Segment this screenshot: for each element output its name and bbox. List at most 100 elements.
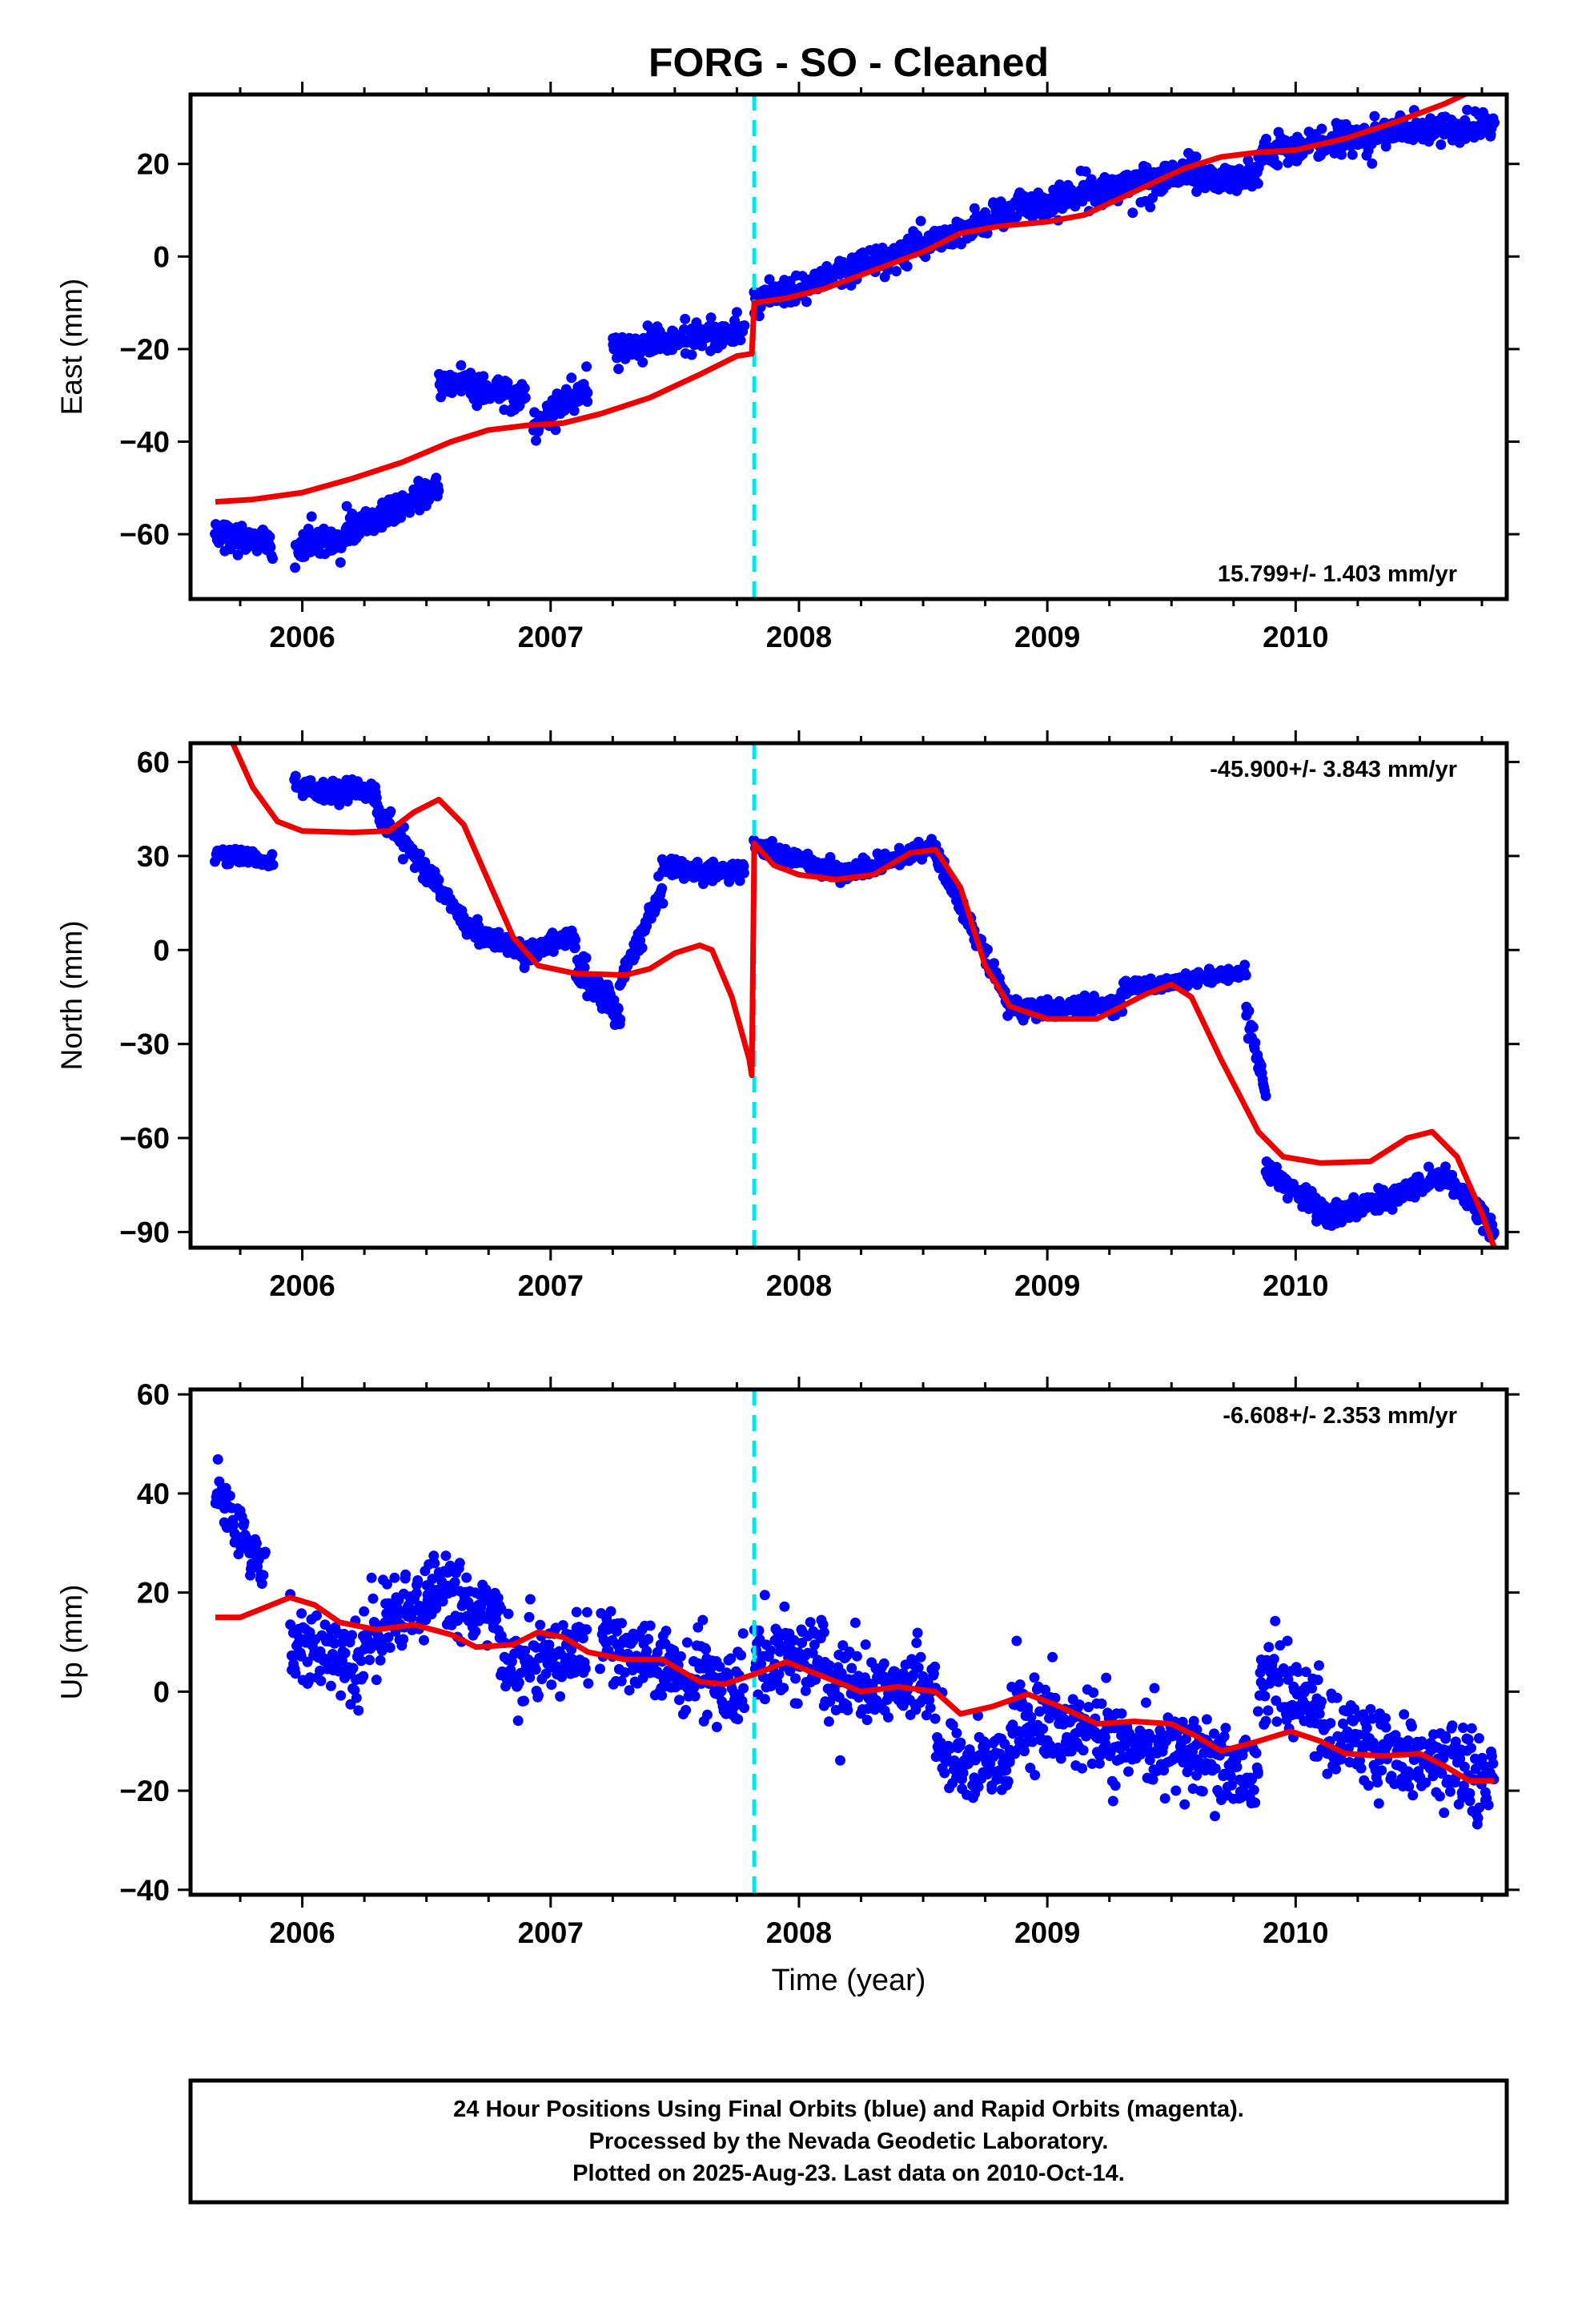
data-point <box>986 1783 998 1795</box>
east-data-layer <box>210 94 1500 599</box>
data-point <box>641 1646 652 1657</box>
data-point <box>1479 1760 1490 1771</box>
up-data-points <box>210 1454 1500 1830</box>
data-point <box>1038 1723 1049 1735</box>
data-point <box>735 335 746 346</box>
north-y-tick-label: −60 <box>119 1122 170 1155</box>
data-point <box>1406 1721 1417 1732</box>
data-point <box>212 1454 223 1465</box>
data-point <box>1001 1765 1012 1776</box>
data-point <box>427 1574 438 1585</box>
north-plot-frame <box>188 741 1509 1250</box>
up-x-tick-label: 2006 <box>269 1916 335 1949</box>
data-point <box>1447 1720 1458 1731</box>
data-point <box>1147 1774 1158 1785</box>
data-point <box>444 1560 456 1571</box>
data-point <box>797 1638 808 1648</box>
data-point <box>1158 1765 1170 1776</box>
data-point <box>790 1673 801 1684</box>
data-point <box>519 383 530 394</box>
data-point <box>258 1570 269 1581</box>
data-point <box>947 1719 958 1731</box>
east-y-tick-label: −20 <box>119 333 170 366</box>
up-y-axis-label: Up (mm) <box>55 1585 88 1700</box>
data-point <box>1100 1739 1111 1750</box>
data-point <box>530 1664 541 1675</box>
data-point <box>251 1538 262 1549</box>
data-point <box>860 1639 871 1651</box>
data-point <box>738 867 749 879</box>
data-point <box>1243 1005 1255 1016</box>
north-x-tick-label: 2008 <box>766 1269 832 1302</box>
up-plot-frame <box>188 1387 1509 1897</box>
data-point <box>1209 1728 1219 1739</box>
data-point <box>1444 1786 1456 1797</box>
data-point <box>915 215 926 227</box>
up-x-tick-label: 2010 <box>1263 1916 1328 1949</box>
data-point <box>433 875 444 886</box>
data-point <box>550 424 561 436</box>
data-point <box>1127 207 1138 219</box>
data-point <box>945 1743 956 1754</box>
data-point <box>738 1683 749 1694</box>
north-y-tick-label: −30 <box>119 1028 170 1061</box>
data-point <box>681 1705 692 1715</box>
data-point <box>837 1640 849 1651</box>
data-point <box>524 1594 536 1605</box>
data-point <box>824 1660 835 1671</box>
data-point <box>1272 159 1283 171</box>
data-point <box>1282 1635 1293 1647</box>
data-point <box>315 1675 327 1687</box>
data-point <box>1386 1771 1397 1782</box>
data-point <box>1170 1785 1182 1796</box>
east-y-tick-label: −60 <box>119 518 170 551</box>
data-point <box>731 307 742 318</box>
data-point <box>1263 1705 1274 1716</box>
data-point <box>1363 1780 1374 1791</box>
data-point <box>1420 1777 1431 1788</box>
data-point <box>1403 1781 1415 1792</box>
data-point <box>367 1593 379 1604</box>
data-point <box>661 1626 672 1636</box>
data-point <box>290 562 301 573</box>
north-x-tick-label: 2009 <box>1014 1269 1080 1302</box>
data-point <box>616 1618 627 1629</box>
data-point <box>1219 1731 1230 1742</box>
data-point <box>267 859 279 870</box>
data-point <box>753 311 765 322</box>
data-point <box>440 1550 452 1562</box>
data-point <box>1455 1753 1466 1764</box>
data-point <box>1462 104 1473 115</box>
data-point <box>1004 1756 1015 1767</box>
up-model-fit-line <box>215 1594 1495 1784</box>
data-point <box>1349 1703 1360 1715</box>
data-point <box>400 1569 412 1580</box>
data-point <box>1029 1672 1040 1683</box>
data-point <box>759 1590 770 1601</box>
data-point <box>1423 1161 1434 1172</box>
data-point <box>1367 158 1378 169</box>
data-point <box>1030 1770 1041 1781</box>
up-y-tick-label: 60 <box>137 1378 170 1411</box>
data-point <box>359 1606 370 1617</box>
data-point <box>1080 166 1091 177</box>
data-point <box>958 1767 969 1779</box>
data-point <box>656 883 668 894</box>
data-point <box>311 1610 322 1621</box>
data-point <box>1149 1683 1160 1694</box>
data-point <box>1144 1755 1155 1766</box>
data-point <box>702 1709 713 1720</box>
north-rate-label: -45.900+/- 3.843 mm/yr <box>1210 757 1457 782</box>
data-point <box>224 1490 235 1502</box>
data-point <box>1040 1684 1051 1695</box>
data-point <box>544 1639 555 1651</box>
data-point <box>669 1645 680 1656</box>
east-model-fit-line <box>215 94 1472 505</box>
data-point <box>1403 1735 1414 1746</box>
data-point <box>478 371 489 382</box>
north-x-tick-label: 2006 <box>269 1269 335 1302</box>
data-point <box>595 1663 605 1675</box>
data-point <box>836 1667 847 1679</box>
data-point <box>1483 1799 1494 1811</box>
data-point <box>465 368 476 379</box>
